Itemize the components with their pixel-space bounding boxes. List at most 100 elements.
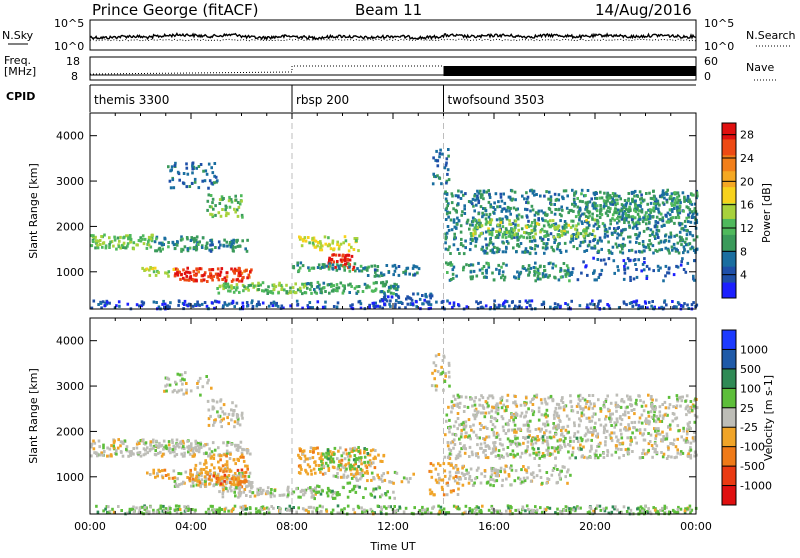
data-cell bbox=[349, 455, 352, 458]
data-cell bbox=[448, 245, 451, 248]
data-cell bbox=[635, 210, 638, 213]
data-cell bbox=[523, 197, 526, 200]
data-cell bbox=[157, 446, 160, 449]
data-cell bbox=[197, 444, 200, 447]
data-cell bbox=[460, 231, 463, 234]
data-cell bbox=[183, 172, 186, 175]
data-cell bbox=[250, 284, 253, 287]
data-cell bbox=[366, 448, 369, 451]
data-cell bbox=[531, 299, 534, 302]
data-cell bbox=[338, 248, 341, 251]
data-cell bbox=[299, 290, 302, 293]
data-cell bbox=[554, 208, 557, 211]
data-cell bbox=[270, 495, 273, 498]
data-cell bbox=[316, 485, 319, 488]
data-cell bbox=[507, 206, 510, 209]
data-cell bbox=[643, 245, 646, 248]
data-cell bbox=[195, 449, 198, 452]
data-cell bbox=[550, 203, 553, 206]
data-cell bbox=[571, 189, 574, 192]
data-cell bbox=[336, 283, 339, 286]
data-cell bbox=[501, 479, 504, 482]
data-cell bbox=[672, 216, 675, 219]
data-cell bbox=[317, 300, 320, 303]
data-cell bbox=[199, 267, 202, 270]
data-cell bbox=[395, 267, 398, 270]
data-cell bbox=[394, 305, 397, 308]
data-cell bbox=[454, 209, 457, 212]
data-cell bbox=[485, 243, 488, 246]
data-cell bbox=[176, 439, 179, 442]
data-cell bbox=[446, 200, 449, 203]
data-cell bbox=[379, 300, 382, 303]
data-cell bbox=[623, 400, 626, 403]
data-cell bbox=[174, 381, 177, 384]
data-cell bbox=[388, 481, 391, 484]
data-cell bbox=[355, 491, 358, 494]
data-cell bbox=[489, 242, 492, 245]
data-cell bbox=[536, 394, 539, 397]
data-cell bbox=[526, 301, 529, 304]
data-cell bbox=[166, 384, 169, 387]
data-cell bbox=[581, 222, 584, 225]
data-cell bbox=[457, 303, 460, 306]
data-cell bbox=[177, 304, 180, 307]
data-cell bbox=[572, 220, 575, 223]
data-cell bbox=[578, 213, 581, 216]
data-cell bbox=[621, 418, 624, 421]
freq-panel: Freq. [MHz] 18 8 60 0 Nave bbox=[4, 54, 778, 83]
data-cell bbox=[586, 203, 589, 206]
data-cell bbox=[466, 221, 469, 224]
data-cell bbox=[329, 461, 332, 464]
data-cell bbox=[504, 202, 507, 205]
data-cell bbox=[471, 238, 474, 241]
power-ylabel: Slant Range [km] bbox=[27, 163, 40, 259]
data-cell bbox=[314, 472, 317, 475]
data-cell bbox=[372, 290, 375, 293]
data-cell bbox=[225, 455, 228, 458]
data-cell bbox=[213, 475, 216, 478]
data-cell bbox=[493, 468, 496, 471]
data-cell bbox=[496, 474, 499, 477]
data-cell bbox=[603, 258, 606, 261]
data-cell bbox=[433, 377, 436, 380]
data-cell bbox=[687, 405, 690, 408]
data-cell bbox=[448, 448, 451, 451]
data-cell bbox=[458, 406, 461, 409]
data-cell bbox=[595, 449, 598, 452]
data-cell bbox=[623, 300, 626, 303]
data-cell bbox=[373, 488, 376, 491]
data-cell bbox=[670, 232, 673, 235]
data-cell bbox=[529, 304, 532, 307]
data-cell bbox=[457, 488, 460, 491]
data-cell bbox=[262, 302, 265, 305]
data-cell bbox=[628, 416, 631, 419]
data-cell bbox=[475, 204, 478, 207]
data-cell bbox=[622, 442, 625, 445]
data-cell bbox=[392, 292, 395, 295]
data-cell bbox=[226, 416, 229, 419]
data-cell bbox=[567, 425, 570, 428]
data-cell bbox=[303, 286, 306, 289]
data-cell bbox=[491, 394, 494, 397]
data-cell bbox=[453, 221, 456, 224]
data-cell bbox=[666, 437, 669, 440]
data-cell bbox=[595, 192, 598, 195]
data-cell bbox=[249, 490, 252, 493]
data-cell bbox=[179, 278, 182, 281]
data-cell bbox=[496, 218, 499, 221]
data-cell bbox=[184, 245, 187, 248]
data-cell bbox=[248, 481, 251, 484]
data-cell bbox=[457, 394, 460, 397]
data-cell bbox=[324, 235, 327, 238]
data-cell bbox=[470, 468, 473, 471]
data-cell bbox=[202, 236, 205, 239]
data-cell bbox=[214, 449, 217, 452]
data-cell bbox=[304, 236, 307, 239]
data-cell bbox=[168, 440, 171, 443]
data-cell bbox=[216, 179, 219, 182]
data-cell bbox=[204, 301, 207, 304]
data-cell bbox=[479, 447, 482, 450]
data-cell bbox=[468, 434, 471, 437]
